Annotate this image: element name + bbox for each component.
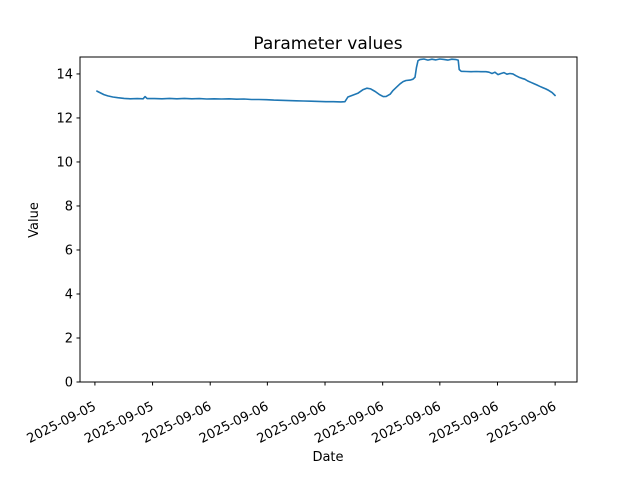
y-tick-label: 6 bbox=[65, 243, 73, 258]
y-tick-label: 4 bbox=[65, 287, 73, 302]
data-line-series bbox=[96, 58, 556, 103]
y-tick-label: 14 bbox=[56, 67, 73, 82]
y-axis-ticks: 0 2 4 6 8 10 12 14 bbox=[56, 67, 80, 391]
chart-title: Parameter values bbox=[253, 34, 402, 54]
y-tick-label: 10 bbox=[56, 155, 73, 170]
y-tick-label: 2 bbox=[65, 331, 73, 346]
y-tick-label: 12 bbox=[56, 111, 73, 126]
y-tick-label: 8 bbox=[65, 199, 73, 214]
x-axis-label: Date bbox=[312, 450, 343, 465]
plot-area bbox=[79, 56, 578, 383]
x-axis-ticks: 2025-09-052025-09-052025-09-062025-09-06… bbox=[25, 382, 559, 447]
y-tick-label: 0 bbox=[65, 376, 73, 391]
y-axis-label: Value bbox=[27, 202, 42, 238]
